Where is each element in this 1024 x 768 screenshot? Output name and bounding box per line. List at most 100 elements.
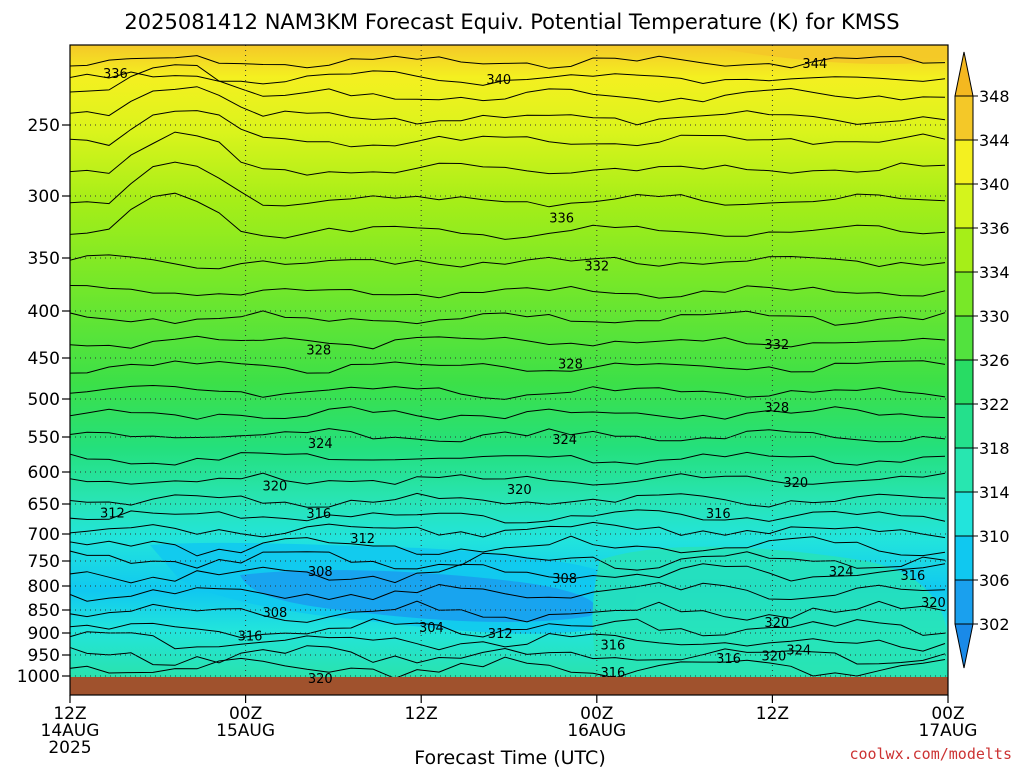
contour-line xyxy=(70,284,946,299)
x-tick-label: 2025 xyxy=(48,738,91,758)
contour-line xyxy=(70,131,946,176)
contour-label: 328 xyxy=(558,358,583,373)
colorbar-label: 306 xyxy=(979,571,1010,590)
contour-label: 320 xyxy=(761,649,786,664)
contour-line xyxy=(70,406,946,421)
colorbar-segment xyxy=(955,580,973,625)
plot-frame xyxy=(69,44,949,696)
colorbar-label: 314 xyxy=(979,483,1010,502)
colorbar-label: 336 xyxy=(979,219,1010,238)
contour-label: 312 xyxy=(100,507,125,522)
colorbar-top-arrow xyxy=(954,51,974,97)
colorbar-segment xyxy=(955,492,973,537)
lower-warm-region xyxy=(592,546,948,680)
colorbar-label: 318 xyxy=(979,439,1010,458)
grid-lines xyxy=(70,45,948,695)
contour-line xyxy=(70,645,946,666)
y-axis: 250 300 350 400 450 500 550 600 650 700 750 800 850 9… xyxy=(17,116,70,687)
y-tick-label: 400 xyxy=(28,302,60,322)
y-tick-label: 250 xyxy=(28,116,60,136)
contour-label: 328 xyxy=(764,401,789,416)
colorbar-segment xyxy=(955,140,973,185)
contour-line xyxy=(70,535,946,557)
contour-label: 316 xyxy=(716,652,741,667)
contour-label: 308 xyxy=(552,572,577,587)
contour-line xyxy=(70,161,946,208)
contour-label: 328 xyxy=(306,343,331,358)
contour-line xyxy=(70,582,946,602)
contour-label: 324 xyxy=(308,437,333,452)
colorbar-label: 334 xyxy=(979,263,1010,282)
contour-label: 320 xyxy=(764,616,789,631)
contour-line xyxy=(70,656,946,679)
contour-label: 308 xyxy=(262,606,287,621)
contour-label: 320 xyxy=(262,480,287,495)
y-tick-label: 350 xyxy=(28,249,60,269)
contour-line xyxy=(70,563,946,584)
contour-line xyxy=(70,64,946,103)
contour-label: 324 xyxy=(552,433,577,448)
contour-line xyxy=(70,110,946,148)
contour-label: 324 xyxy=(786,644,811,659)
colorbar: 302 306 310 314 318 322 326 330 334 336 340 344 348 xyxy=(954,51,1010,669)
contour-label: 332 xyxy=(764,338,789,353)
colorbar-label: 302 xyxy=(979,615,1010,634)
contour-label: 336 xyxy=(549,211,574,226)
contour-line xyxy=(70,550,946,571)
chart-title: 2025081412 NAM3KM Forecast Equiv. Potent… xyxy=(124,10,899,34)
x-tick-label: 12Z xyxy=(756,704,789,724)
contour-label: 304 xyxy=(419,621,444,636)
contour-line xyxy=(70,600,946,623)
colorbar-label: 310 xyxy=(979,527,1010,546)
colorbar-segment xyxy=(955,316,973,361)
contour-label: 324 xyxy=(829,565,854,580)
y-tick-label: 750 xyxy=(28,552,60,572)
contour-label: 340 xyxy=(486,73,511,88)
contour-line xyxy=(70,70,946,86)
colorbar-segment xyxy=(955,404,973,449)
y-tick-label: 600 xyxy=(28,463,60,483)
contour-line xyxy=(70,631,946,652)
x-tick-label: 15AUG xyxy=(216,721,275,741)
y-tick-label: 950 xyxy=(28,646,60,666)
x-tick-label: 12Z xyxy=(405,704,438,724)
coldest-core-region xyxy=(240,570,597,623)
contour-label: 316 xyxy=(600,638,625,653)
x-tick-label: 12Z xyxy=(53,704,86,724)
colorbar-segment xyxy=(955,448,973,493)
credit-text: coolwx.com/modelts xyxy=(849,745,1012,763)
contour-line xyxy=(70,310,946,326)
colorbar-label: 340 xyxy=(979,175,1010,194)
contour-label: 320 xyxy=(507,483,532,498)
contour-label: 316 xyxy=(306,507,331,522)
y-tick-label: 650 xyxy=(28,495,60,515)
contour-line xyxy=(70,451,946,466)
colorbar-label: 344 xyxy=(979,131,1010,150)
y-tick-label: 500 xyxy=(28,390,60,410)
plot-area xyxy=(70,45,948,695)
contour-label: 316 xyxy=(706,507,731,522)
y-tick-label: 450 xyxy=(28,349,60,369)
contour-label: 336 xyxy=(103,67,128,82)
colorbar-label: 348 xyxy=(979,87,1010,106)
x-tick-label: 16AUG xyxy=(567,721,626,741)
colorbar-segment xyxy=(955,360,973,405)
contour-line xyxy=(70,86,946,126)
colorbar-segment xyxy=(955,184,973,229)
y-tick-label: 700 xyxy=(28,525,60,545)
contour-label: 344 xyxy=(802,57,827,72)
y-tick-label: 800 xyxy=(28,577,60,597)
x-tick-label: 14AUG xyxy=(41,721,100,741)
colorbar-label: 326 xyxy=(979,351,1010,370)
colorbar-label: 322 xyxy=(979,395,1010,414)
contour-label: 320 xyxy=(308,672,333,687)
colorbar-segment xyxy=(955,272,973,317)
ground-surface xyxy=(70,677,948,695)
contour-line xyxy=(70,509,946,524)
y-tick-label: 550 xyxy=(28,428,60,448)
contour-line xyxy=(70,254,946,270)
contour-line xyxy=(70,360,946,374)
y-tick-label: 900 xyxy=(28,624,60,644)
